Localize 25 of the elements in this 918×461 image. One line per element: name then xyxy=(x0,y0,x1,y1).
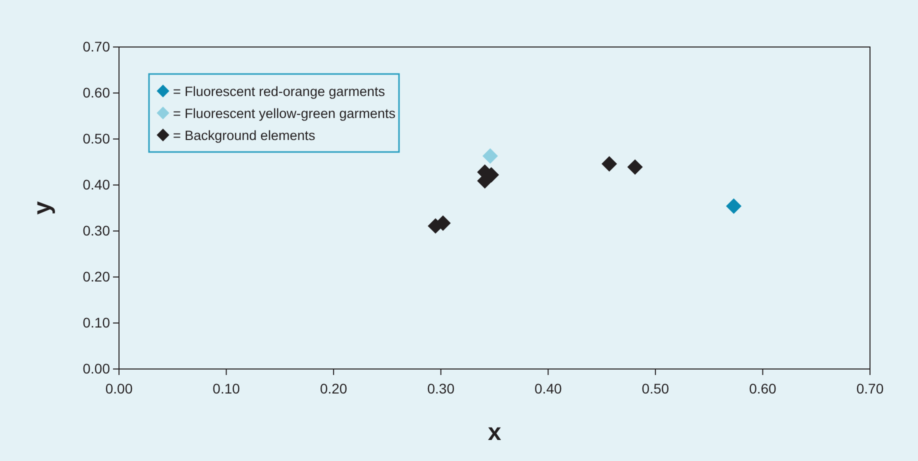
y-axis-title: y xyxy=(29,200,56,215)
x-tick-label: 0.40 xyxy=(534,380,562,396)
x-tick-label: 0.30 xyxy=(427,380,455,396)
legend-label: = Background elements xyxy=(173,128,316,143)
y-tick-label: 0.40 xyxy=(82,176,110,192)
x-axis-title: x xyxy=(488,419,502,446)
y-tick-label: 0.30 xyxy=(82,222,110,238)
x-tick-label: 0.20 xyxy=(320,380,348,396)
y-tick-label: 0.70 xyxy=(82,38,110,54)
x-tick-label: 0.00 xyxy=(105,380,133,396)
point xyxy=(602,156,618,172)
legend-label: = Fluorescent yellow-green garments xyxy=(173,106,396,121)
y-tick-label: 0.20 xyxy=(82,268,110,284)
point xyxy=(627,159,643,175)
point xyxy=(482,148,498,164)
point xyxy=(726,198,742,214)
x-tick-label: 0.10 xyxy=(212,380,240,396)
x-tick-label: 0.60 xyxy=(749,380,777,396)
legend-label: = Fluorescent red-orange garments xyxy=(173,84,386,99)
y-tick-label: 0.10 xyxy=(82,314,110,330)
y-tick-label: 0.00 xyxy=(82,360,110,376)
y-tick-label: 0.50 xyxy=(82,130,110,146)
x-tick-label: 0.70 xyxy=(856,380,884,396)
y-tick-label: 0.60 xyxy=(82,84,110,100)
x-tick-label: 0.50 xyxy=(642,380,670,396)
